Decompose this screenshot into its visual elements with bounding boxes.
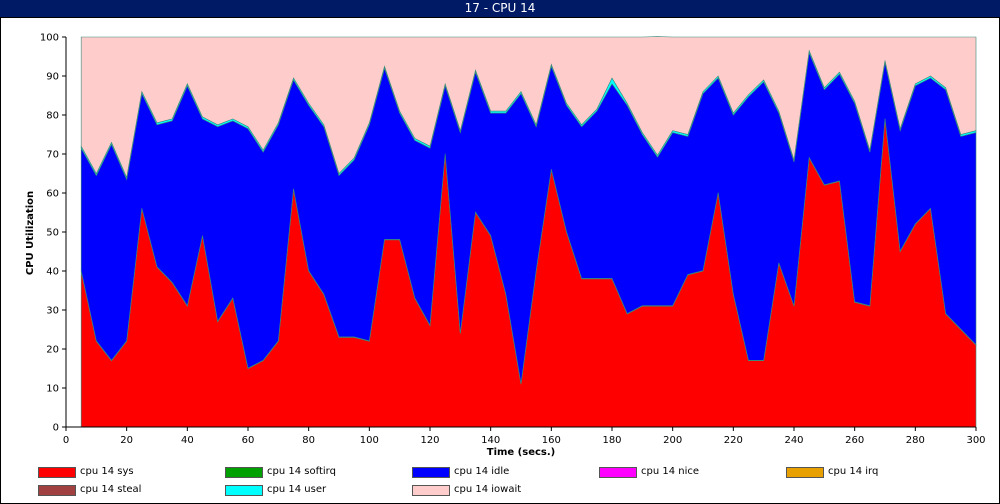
y-tick-label-3: 30 [46, 306, 59, 317]
stacked-areas [81, 37, 976, 427]
legend-label-7: cpu 14 iowait [454, 484, 521, 495]
y-tick-label-9: 90 [46, 72, 59, 83]
x-tick-label-3: 60 [242, 435, 255, 446]
legend: cpu 14 sys cpu 14 softirq cpu 14 idle cpu 1… [38, 466, 978, 500]
legend-swatch-6 [225, 485, 263, 496]
x-tick-label-10: 200 [663, 435, 682, 446]
y-tick-label-7: 70 [46, 150, 59, 161]
chart-frame: 0 10 20 30 40 50 60 70 80 90 100 0 20 40 60 80 100 120 140… [0, 17, 1000, 504]
y-tick-label-6: 60 [46, 189, 59, 200]
legend-label-6: cpu 14 user [267, 484, 326, 495]
legend-swatch-0 [38, 467, 76, 478]
x-tick-label-0: 0 [63, 435, 69, 446]
chart-title: 17 - CPU 14 [465, 1, 536, 15]
legend-swatch-3 [599, 467, 637, 478]
legend-item-1: cpu 14 softirq [225, 466, 336, 480]
legend-label-5: cpu 14 steal [80, 484, 141, 495]
legend-label-2: cpu 14 idle [454, 466, 509, 477]
x-tick-label-7: 140 [481, 435, 500, 446]
y-tick-label-2: 20 [46, 345, 59, 356]
legend-label-0: cpu 14 sys [80, 466, 134, 477]
y-tick-label-10: 100 [40, 33, 59, 44]
x-tick-label-9: 180 [602, 435, 621, 446]
x-tick-label-8: 160 [542, 435, 561, 446]
chart-plot: 0 10 20 30 40 50 60 70 80 90 100 0 20 40 60 80 100 120 140… [1, 18, 999, 503]
legend-item-7: cpu 14 iowait [412, 484, 521, 498]
legend-item-0: cpu 14 sys [38, 466, 134, 480]
y-tick-label-4: 40 [46, 267, 59, 278]
legend-swatch-1 [225, 467, 263, 478]
legend-swatch-4 [786, 467, 824, 478]
legend-swatch-7 [412, 485, 450, 496]
y-tick-label-8: 80 [46, 111, 59, 122]
legend-swatch-5 [38, 485, 76, 496]
legend-label-4: cpu 14 irq [828, 466, 878, 477]
y-tick-label-5: 50 [46, 228, 59, 239]
x-tick-label-6: 120 [420, 435, 439, 446]
chart-title-bar: 17 - CPU 14 [0, 0, 1000, 17]
legend-item-4: cpu 14 irq [786, 466, 878, 480]
legend-swatch-2 [412, 467, 450, 478]
legend-label-1: cpu 14 softirq [267, 466, 336, 477]
legend-item-5: cpu 14 steal [38, 484, 141, 498]
y-tick-label-0: 0 [53, 423, 59, 434]
x-tick-label-1: 20 [120, 435, 133, 446]
x-tick-label-2: 40 [181, 435, 194, 446]
legend-item-2: cpu 14 idle [412, 466, 509, 480]
y-tick-label-1: 10 [46, 384, 59, 395]
x-tick-label-15: 300 [966, 435, 985, 446]
legend-label-3: cpu 14 nice [641, 466, 699, 477]
x-axis-label: Time (secs.) [487, 447, 556, 458]
x-tick-label-11: 220 [724, 435, 743, 446]
y-axis-label: CPU Utilization [25, 191, 36, 275]
x-tick-label-13: 260 [845, 435, 864, 446]
legend-item-3: cpu 14 nice [599, 466, 699, 480]
x-tick-label-5: 100 [360, 435, 379, 446]
legend-item-6: cpu 14 user [225, 484, 326, 498]
x-tick-label-4: 80 [302, 435, 315, 446]
x-tick-label-12: 240 [784, 435, 803, 446]
x-tick-label-14: 280 [906, 435, 925, 446]
